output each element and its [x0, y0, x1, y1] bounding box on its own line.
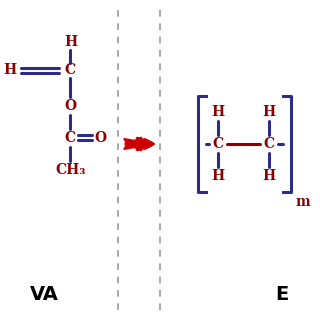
Text: H: H	[262, 169, 276, 183]
Text: O: O	[64, 99, 76, 113]
Text: H: H	[211, 169, 224, 183]
Text: E: E	[275, 285, 288, 304]
Text: O: O	[95, 131, 107, 145]
Text: H: H	[262, 105, 276, 119]
Text: VA: VA	[30, 285, 59, 304]
Text: m: m	[296, 195, 311, 209]
Text: C: C	[65, 131, 76, 145]
Text: H: H	[211, 105, 224, 119]
Text: C: C	[65, 63, 76, 77]
Text: CH₃: CH₃	[55, 163, 85, 177]
Text: C: C	[212, 137, 223, 151]
Text: H: H	[3, 63, 16, 77]
Text: C: C	[263, 137, 274, 151]
Text: H: H	[64, 35, 77, 49]
